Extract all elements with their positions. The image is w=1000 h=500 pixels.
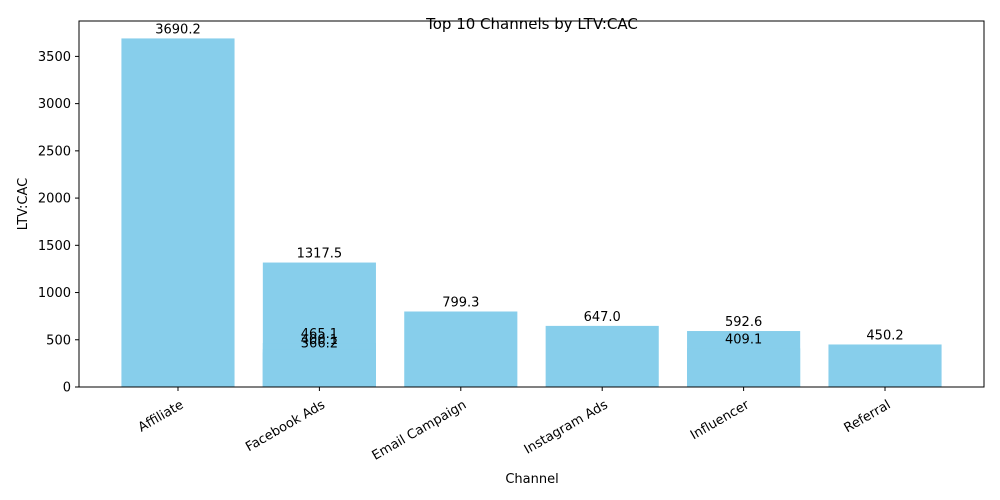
y-axis-title: LTV:CAC xyxy=(16,178,31,230)
bar-0 xyxy=(121,38,235,387)
x-tick-label-0: Affiliate xyxy=(136,398,187,436)
x-tick-label-5: Referral xyxy=(842,398,894,437)
data-label-0: 3690.2 xyxy=(155,22,201,37)
x-axis: Affiliate Facebook Ads Email Campaign Insta… xyxy=(136,387,894,464)
data-label-7: 592.6 xyxy=(725,315,762,330)
y-tick-label-6: 3000 xyxy=(38,97,71,112)
data-label-1: 1317.5 xyxy=(297,247,343,262)
y-tick-label-0: 0 xyxy=(63,381,71,396)
x-axis-title: Channel xyxy=(505,472,558,487)
y-tick-label-7: 3500 xyxy=(38,50,71,65)
y-tick-label-4: 2000 xyxy=(38,192,71,207)
bar-9 xyxy=(828,344,942,387)
bar-4 xyxy=(262,352,376,387)
y-tick-label-3: 1500 xyxy=(38,239,71,254)
data-label-6: 647.0 xyxy=(584,310,621,325)
y-axis: 0 500 1000 1500 2000 2500 3000 3500 xyxy=(38,50,79,396)
bar-8 xyxy=(687,348,801,387)
bars-group xyxy=(121,38,942,387)
chart-title: Top 10 Channels by LTV:CAC xyxy=(425,15,638,33)
y-tick-label-1: 500 xyxy=(46,333,71,348)
x-tick-label-2: Email Campaign xyxy=(370,398,470,464)
y-tick-label-5: 2500 xyxy=(38,144,71,159)
x-tick-label-1: Facebook Ads xyxy=(243,397,328,455)
bar-5 xyxy=(404,311,518,387)
data-label-2: 465.1 xyxy=(301,327,338,342)
x-tick-label-4: Influencer xyxy=(688,397,753,443)
data-label-5: 799.3 xyxy=(442,295,479,310)
y-tick-label-2: 1000 xyxy=(38,286,71,301)
data-label-3: 400.1 xyxy=(301,333,338,348)
bar-6 xyxy=(545,325,659,387)
x-tick-label-3: Instagram Ads xyxy=(522,397,611,457)
data-label-4: 366.2 xyxy=(301,336,338,351)
data-label-8: 409.1 xyxy=(725,332,762,347)
data-label-9: 450.2 xyxy=(866,328,903,343)
plot-frame xyxy=(78,20,985,388)
